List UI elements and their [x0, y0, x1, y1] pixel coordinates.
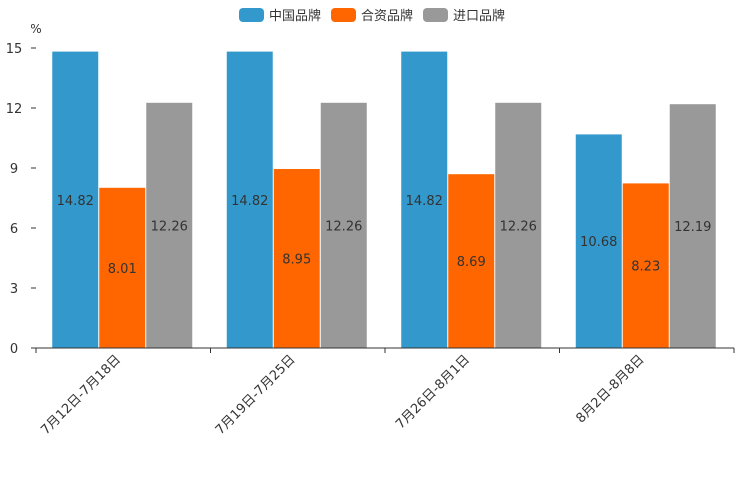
legend-label: 进口品牌 — [453, 8, 505, 24]
bar-3-4[interactable] — [669, 104, 716, 348]
x-tick-label: 7月12日-7月18日 — [38, 352, 124, 438]
y-axis: 0 3 6 9 12 15 — [6, 42, 36, 357]
x-axis: 7月12日-7月18日 7月19日-7月25日 7月26日-8月1日 8月2日-8月8… — [35, 347, 735, 438]
legend-item-3[interactable]: 进口品牌 — [423, 8, 505, 24]
bar-value-label: 14.82 — [57, 194, 94, 209]
legend-label: 合资品牌 — [361, 8, 413, 24]
bar-value-label: 8.23 — [631, 260, 660, 275]
bar-3-3[interactable] — [495, 102, 542, 348]
y-tick-label: 6 — [10, 222, 18, 237]
bar-value-label: 14.82 — [231, 194, 268, 209]
legend-item-1[interactable]: 中国品牌 — [239, 8, 321, 24]
legend-item-2[interactable]: 合资品牌 — [331, 8, 413, 24]
bar-1-1[interactable] — [52, 51, 99, 348]
bar-1-3[interactable] — [401, 51, 448, 348]
y-tick-label: 15 — [6, 42, 23, 57]
bar-value-label: 8.69 — [457, 255, 486, 270]
bar-1-2[interactable] — [226, 51, 273, 348]
bar-value-label: 8.01 — [108, 262, 137, 277]
legend[interactable]: 中国品牌 合资品牌 进口品牌 — [239, 8, 505, 24]
bar-3-1[interactable] — [146, 102, 193, 348]
bar-value-label: 8.95 — [282, 253, 311, 268]
y-tick-label: 9 — [10, 162, 18, 177]
bar-2-2[interactable] — [273, 169, 320, 348]
bar-value-label: 12.26 — [325, 219, 362, 234]
y-tick-label: 0 — [10, 342, 18, 357]
bar-value-label: 14.82 — [406, 194, 443, 209]
legend-swatch — [423, 8, 448, 22]
bar-2-4[interactable] — [622, 183, 669, 348]
x-tick-label: 8月2日-8月8日 — [573, 352, 647, 426]
y-tick-label: 3 — [10, 282, 18, 297]
legend-label: 中国品牌 — [269, 8, 321, 24]
x-tick-label: 7月26日-8月1日 — [393, 352, 473, 432]
x-tick-label: 7月19日-7月25日 — [213, 352, 299, 438]
y-tick-label: 12 — [6, 102, 23, 117]
bar-value-label: 12.19 — [674, 220, 711, 235]
bar-2-3[interactable] — [448, 174, 495, 348]
legend-swatch — [331, 8, 356, 22]
legend-swatch — [239, 8, 264, 22]
bars: 14.82 8.01 12.26 14.82 8.95 12.26 14.82 8.69 12.… — [52, 51, 716, 348]
bar-value-label: 12.26 — [151, 219, 188, 234]
bar-3-2[interactable] — [320, 102, 367, 348]
bar-value-label: 10.68 — [580, 235, 617, 250]
y-axis-label: % — [30, 22, 41, 36]
bar-2-1[interactable] — [99, 187, 146, 348]
bar-1-4[interactable] — [575, 134, 622, 348]
bar-value-label: 12.26 — [500, 219, 537, 234]
